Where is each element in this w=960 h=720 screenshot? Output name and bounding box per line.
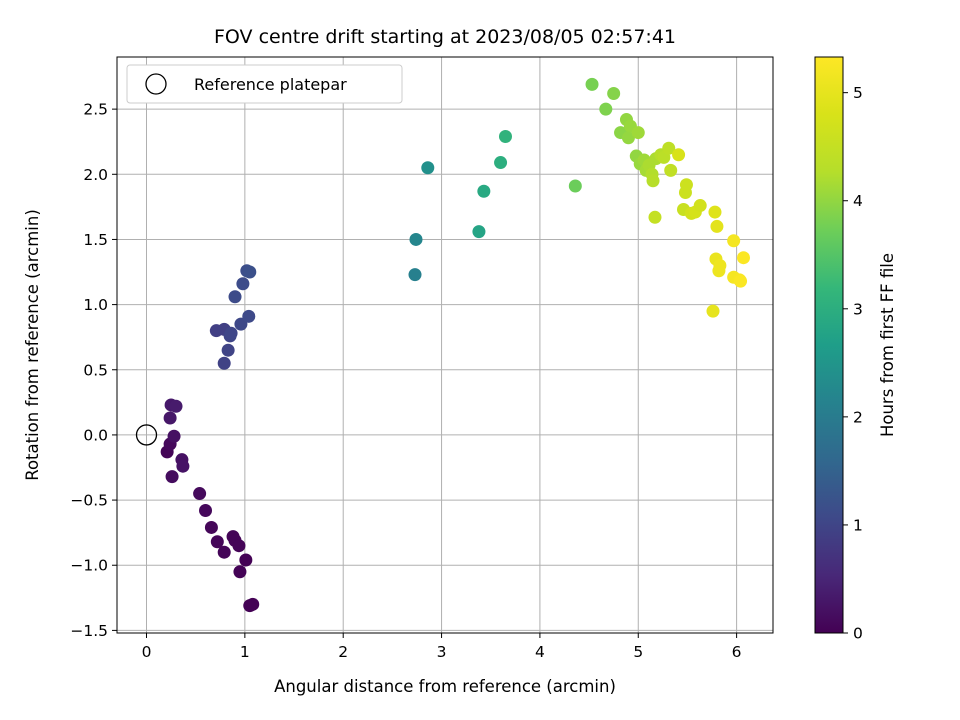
data-point	[217, 356, 231, 370]
grid	[117, 57, 773, 633]
data-point	[706, 304, 720, 318]
data-point	[217, 545, 231, 559]
data-point	[232, 539, 246, 553]
y-tick-label: −0.5	[70, 492, 108, 510]
data-point	[672, 148, 686, 162]
data-point	[163, 411, 177, 425]
x-axis: 0 1 2 3 4 5 6	[142, 633, 742, 661]
y-tick-label: 1.0	[83, 296, 108, 314]
data-point	[631, 126, 645, 140]
y-tick-label: 2.0	[83, 166, 108, 184]
data-point	[568, 179, 582, 193]
data-point	[498, 129, 512, 143]
y-tick-label: 2.5	[83, 101, 108, 119]
x-tick-label: 0	[142, 643, 152, 661]
data-point	[713, 259, 727, 273]
legend-label-reference: Reference platepar	[194, 75, 347, 94]
data-point	[727, 234, 741, 248]
data-point	[607, 86, 621, 100]
colorbar-gradient	[814, 56, 844, 634]
data-point	[165, 470, 179, 484]
data-point	[693, 199, 707, 213]
data-point	[477, 184, 491, 198]
data-point	[236, 277, 250, 291]
colorbar-ticks: 0 1 2 3 4 5	[843, 84, 863, 643]
reference-platepar-point	[135, 424, 158, 446]
x-tick-label: 5	[633, 643, 643, 661]
data-point	[239, 553, 253, 567]
data-point	[621, 131, 635, 145]
legend: Reference platepar	[126, 64, 403, 104]
x-axis-title: Angular distance from reference (arcmin)	[274, 677, 616, 696]
colorbar: 0 1 2 3 4 5 Hours from first FF file	[814, 56, 897, 643]
x-tick-label: 3	[437, 643, 447, 661]
x-tick-label: 1	[240, 643, 250, 661]
data-point	[210, 535, 224, 549]
data-point	[176, 459, 190, 473]
data-point	[421, 161, 435, 175]
data-point	[221, 343, 235, 357]
colorbar-title: Hours from first FF file	[878, 253, 897, 437]
data-point	[708, 205, 722, 219]
data-point	[409, 232, 423, 246]
data-point	[734, 274, 748, 288]
colorbar-tick-label: 3	[853, 300, 863, 318]
x-tick-label: 6	[732, 643, 742, 661]
data-point	[736, 251, 750, 265]
data-point	[679, 178, 693, 192]
data-point	[648, 210, 662, 224]
data-point	[662, 141, 676, 155]
data-point	[228, 290, 242, 304]
data-point	[494, 156, 508, 170]
data-point	[242, 309, 256, 323]
colorbar-tick-label: 1	[853, 516, 863, 534]
y-tick-label: 1.5	[83, 231, 108, 249]
data-point	[585, 77, 599, 91]
data-point	[646, 174, 660, 188]
data-point	[599, 102, 613, 116]
x-tick-label: 4	[535, 643, 545, 661]
data-point	[472, 225, 486, 239]
colorbar-tick-label: 0	[853, 625, 863, 643]
colorbar-tick-label: 4	[853, 192, 863, 210]
y-axis-title: Rotation from reference (arcmin)	[23, 209, 42, 481]
colorbar-tick-label: 2	[853, 408, 863, 426]
y-tick-label: −1.0	[70, 557, 108, 575]
data-point	[193, 487, 207, 501]
y-tick-label: 0.5	[83, 361, 108, 379]
x-tick-label: 2	[338, 643, 348, 661]
data-point	[664, 163, 678, 177]
y-tick-label: −1.5	[70, 622, 108, 640]
data-point	[169, 399, 183, 413]
plot-frame	[116, 56, 774, 634]
data-point	[408, 268, 422, 282]
y-axis: −1.5 −1.0 −0.5 0.0 0.5 1.0 1.5 2.0 2.5	[70, 101, 117, 640]
chart-title: FOV centre drift starting at 2023/08/05 …	[214, 26, 676, 48]
y-tick-label: 0.0	[83, 426, 108, 444]
data-point	[167, 429, 181, 443]
data-point	[199, 504, 213, 518]
reference-marker	[135, 424, 158, 446]
legend-marker-reference	[145, 73, 167, 95]
legend-box	[126, 64, 403, 104]
data-points	[160, 77, 750, 613]
data-point	[224, 326, 238, 340]
colorbar-tick-label: 5	[853, 84, 863, 102]
data-point	[710, 219, 724, 233]
data-point	[243, 265, 257, 279]
data-point	[246, 597, 260, 611]
data-point	[233, 565, 247, 579]
data-point	[204, 520, 218, 534]
